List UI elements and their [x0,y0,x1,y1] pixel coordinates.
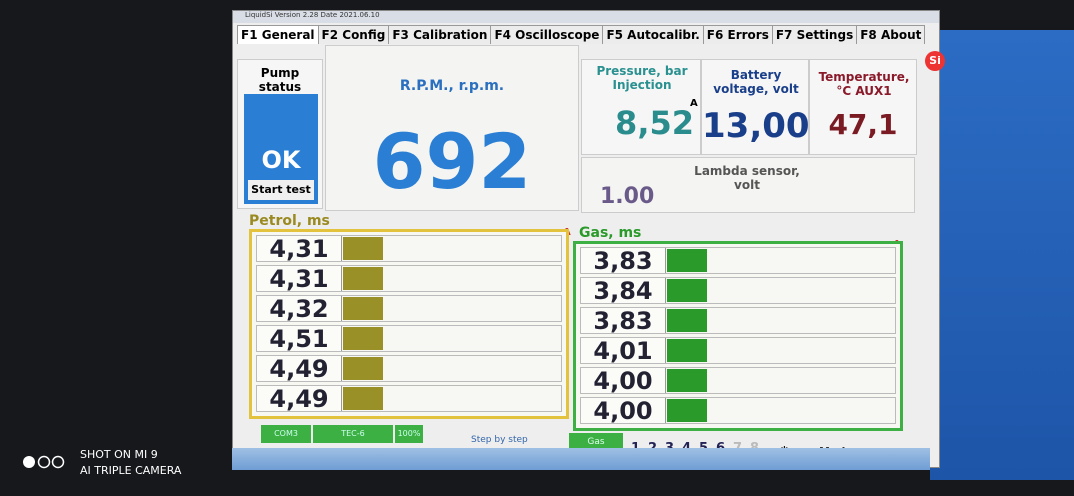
app-window: LiquidSi Version 2.28 Date 2021.06.10 F1… [232,10,945,468]
row-value: 4,31 [257,266,342,292]
row-value: 4,49 [257,356,342,382]
start-test-button[interactable]: Start test [248,180,314,200]
tab[interactable]: F6 Errors [702,25,773,44]
row-bar [667,399,707,422]
data-row: 4,51 [256,325,562,352]
data-row: 4,49 [256,355,562,382]
percent-indicator: 100% [395,425,423,443]
temperature-label: Temperature, °C AUX1 [818,70,910,98]
row-value: 4,51 [257,326,342,352]
pressure-label: Pressure, bar Injection [596,64,688,92]
gas-table: 3,83 3,84 3,83 4,01 4,00 4,00 [573,241,903,431]
watermark-line1: SHOT ON MI 9 [80,448,158,461]
rpm-value: 692 [372,117,532,206]
battery-label: Battery voltage, volt [713,68,799,96]
tab[interactable]: F1 General [237,25,319,44]
row-bar [667,309,707,332]
tab-strip: F1 General F2 Config F3 Calibration F4 Osci… [237,24,926,44]
row-value: 3,83 [581,308,666,334]
tab[interactable]: F5 Autocalibr. [602,25,704,44]
pressure-panel: Pressure, bar Injection A 8,52 [581,59,701,155]
camera-icon [22,454,66,470]
pump-panel: Pump status OK Start test [237,59,323,209]
battery-value: 13,00 [702,106,810,146]
row-value: 4,00 [581,398,666,424]
data-row: 4,32 [256,295,562,322]
watermark-line2: AI TRIPLE CAMERA [80,464,182,477]
pump-indicator: OK Start test [244,94,318,204]
taskbar [232,448,930,470]
row-bar [667,339,707,362]
tab[interactable]: F8 About [856,25,926,44]
row-value: 4,32 [257,296,342,322]
row-bar [343,387,383,410]
tab[interactable]: F4 Oscilloscope [490,25,604,44]
row-bar [667,279,707,302]
battery-panel: Battery voltage, volt 13,00 [701,59,810,155]
tab[interactable]: F7 Settings [771,25,858,44]
data-row: 4,01 [580,337,896,364]
desktop [930,30,1074,480]
gas-label: Gas, ms [579,225,642,241]
petrol-label: Petrol, ms [249,213,330,229]
rpm-panel: R.P.M., r.p.m. 692 [325,45,579,211]
tab[interactable]: F3 Calibration [388,25,492,44]
device-indicator: TEC-6 [313,425,393,443]
row-bar [343,237,383,260]
row-bar [667,249,707,272]
pump-label: Pump status [258,66,302,94]
temperature-value: 47,1 [828,108,898,141]
lambda-panel: Lambda sensor, volt 1.00 [581,157,915,213]
camera-dots [23,455,65,469]
row-bar [343,327,383,350]
step-mode: Step by step [471,435,528,445]
row-bar [343,357,383,380]
port-indicator: COM3 [261,425,311,443]
tab[interactable]: F2 Config [317,25,390,44]
data-row: 4,00 [580,367,896,394]
data-row: 3,83 [580,247,896,274]
row-bar [667,369,707,392]
row-bar [343,267,383,290]
logo: Si [925,51,945,71]
petrol-table: 4,31 4,31 4,32 4,51 4,49 4,49 [249,229,569,419]
pressure-flag: A [690,98,698,109]
data-row: 4,00 [580,397,896,424]
fuel-indicator[interactable]: Gas [569,433,623,451]
rpm-label: R.P.M., r.p.m. [399,78,505,94]
row-value: 3,84 [581,278,666,304]
lambda-value: 1.00 [600,184,655,209]
row-value: 3,83 [581,248,666,274]
row-value: 4,00 [581,368,666,394]
data-row: 3,83 [580,307,896,334]
data-row: 3,84 [580,277,896,304]
pump-status: OK [261,146,301,174]
row-value: 4,31 [257,236,342,262]
data-row: 4,31 [256,265,562,292]
data-row: 4,31 [256,235,562,262]
row-value: 4,01 [581,338,666,364]
title-bar: LiquidSi Version 2.28 Date 2021.06.10 [233,11,939,23]
row-value: 4,49 [257,386,342,412]
data-row: 4,49 [256,385,562,412]
pressure-value: 8,52 [615,104,694,142]
row-bar [343,297,383,320]
lambda-label: Lambda sensor, volt [694,164,800,192]
temperature-panel: Temperature, °C AUX1 47,1 [809,59,917,155]
